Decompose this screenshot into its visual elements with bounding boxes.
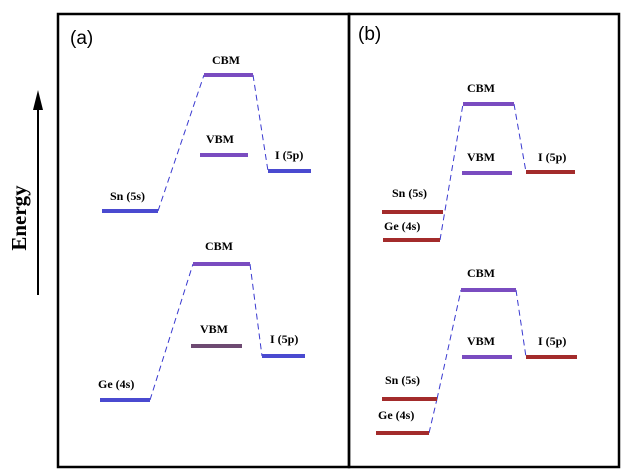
connector-line xyxy=(249,263,263,357)
ge-4s-label: Ge (4s) xyxy=(98,377,134,391)
sn-5s-label: Sn (5s) xyxy=(110,189,145,203)
ge-4s-label: Ge (4s) xyxy=(384,219,420,233)
panel-b-upper-group: Sn (5s) Ge (4s) CBM VBM I (5p) xyxy=(382,81,575,242)
i-5p-label: I (5p) xyxy=(538,150,566,164)
energy-axis-label: Energy xyxy=(7,185,31,251)
connector-line xyxy=(513,103,527,173)
connector-line xyxy=(515,289,527,358)
panel-b-label: (b) xyxy=(358,24,381,45)
panel-a-sn-group: Sn (5s) CBM VBM I (5p) xyxy=(102,53,311,213)
cbm-label: CBM xyxy=(205,239,233,253)
ge-4s-label: Ge (4s) xyxy=(378,408,414,422)
i-5p-label: I (5p) xyxy=(275,148,303,162)
connector-line xyxy=(252,74,269,172)
i-5p-label: I (5p) xyxy=(538,334,566,348)
panel-b: (b) Sn (5s) Ge (4s) CBM VBM I (5p) xyxy=(358,24,577,435)
connector-line xyxy=(439,103,464,241)
connector-line xyxy=(436,289,462,400)
sn-5s-label: Sn (5s) xyxy=(392,186,427,200)
cbm-label: CBM xyxy=(467,81,495,95)
vbm-label: VBM xyxy=(467,334,495,348)
panel-a-ge-group: Ge (4s) CBM VBM I (5p) xyxy=(98,239,305,402)
connector-line xyxy=(149,263,194,401)
panel-b-frame xyxy=(347,12,621,469)
i-5p-label: I (5p) xyxy=(270,332,298,346)
vbm-label: VBM xyxy=(200,322,228,336)
vbm-label: VBM xyxy=(467,150,495,164)
energy-axis-arrowhead xyxy=(33,90,43,110)
connector-line xyxy=(157,74,205,212)
sn-5s-label: Sn (5s) xyxy=(385,373,420,387)
cbm-label: CBM xyxy=(212,53,240,67)
panel-a-label: (a) xyxy=(70,28,93,49)
energy-axis: Energy xyxy=(7,90,43,295)
panel-b-lower-group: Sn (5s) Ge (4s) CBM VBM I (5p) xyxy=(376,266,577,435)
connector-line xyxy=(428,398,438,434)
panel-a: (a) Sn (5s) CBM VBM I (5p) Ge (4s) CBM V… xyxy=(70,28,311,402)
vbm-label: VBM xyxy=(206,132,234,146)
cbm-label: CBM xyxy=(467,266,495,280)
